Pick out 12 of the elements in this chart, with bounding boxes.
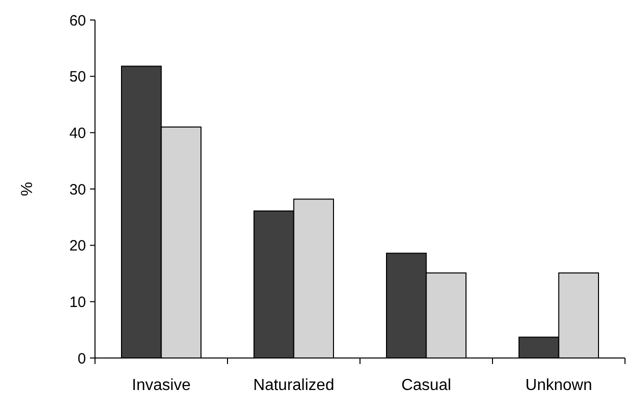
x-tick-label: Invasive	[132, 377, 191, 394]
y-axis-title: %	[19, 182, 36, 196]
y-tick-label: 30	[69, 181, 86, 198]
y-tick-label: 20	[69, 238, 86, 255]
y-tick-label: 40	[69, 124, 86, 142]
x-tick-label: Unknown	[525, 377, 592, 394]
y-tick-label: 10	[69, 294, 86, 311]
x-tick-label: Casual	[401, 377, 452, 394]
y-tick-label: 0	[78, 350, 86, 368]
y-tick-label: 60	[69, 12, 86, 30]
x-tick-label: Naturalized	[253, 377, 334, 394]
y-tick-label: 50	[69, 68, 86, 86]
